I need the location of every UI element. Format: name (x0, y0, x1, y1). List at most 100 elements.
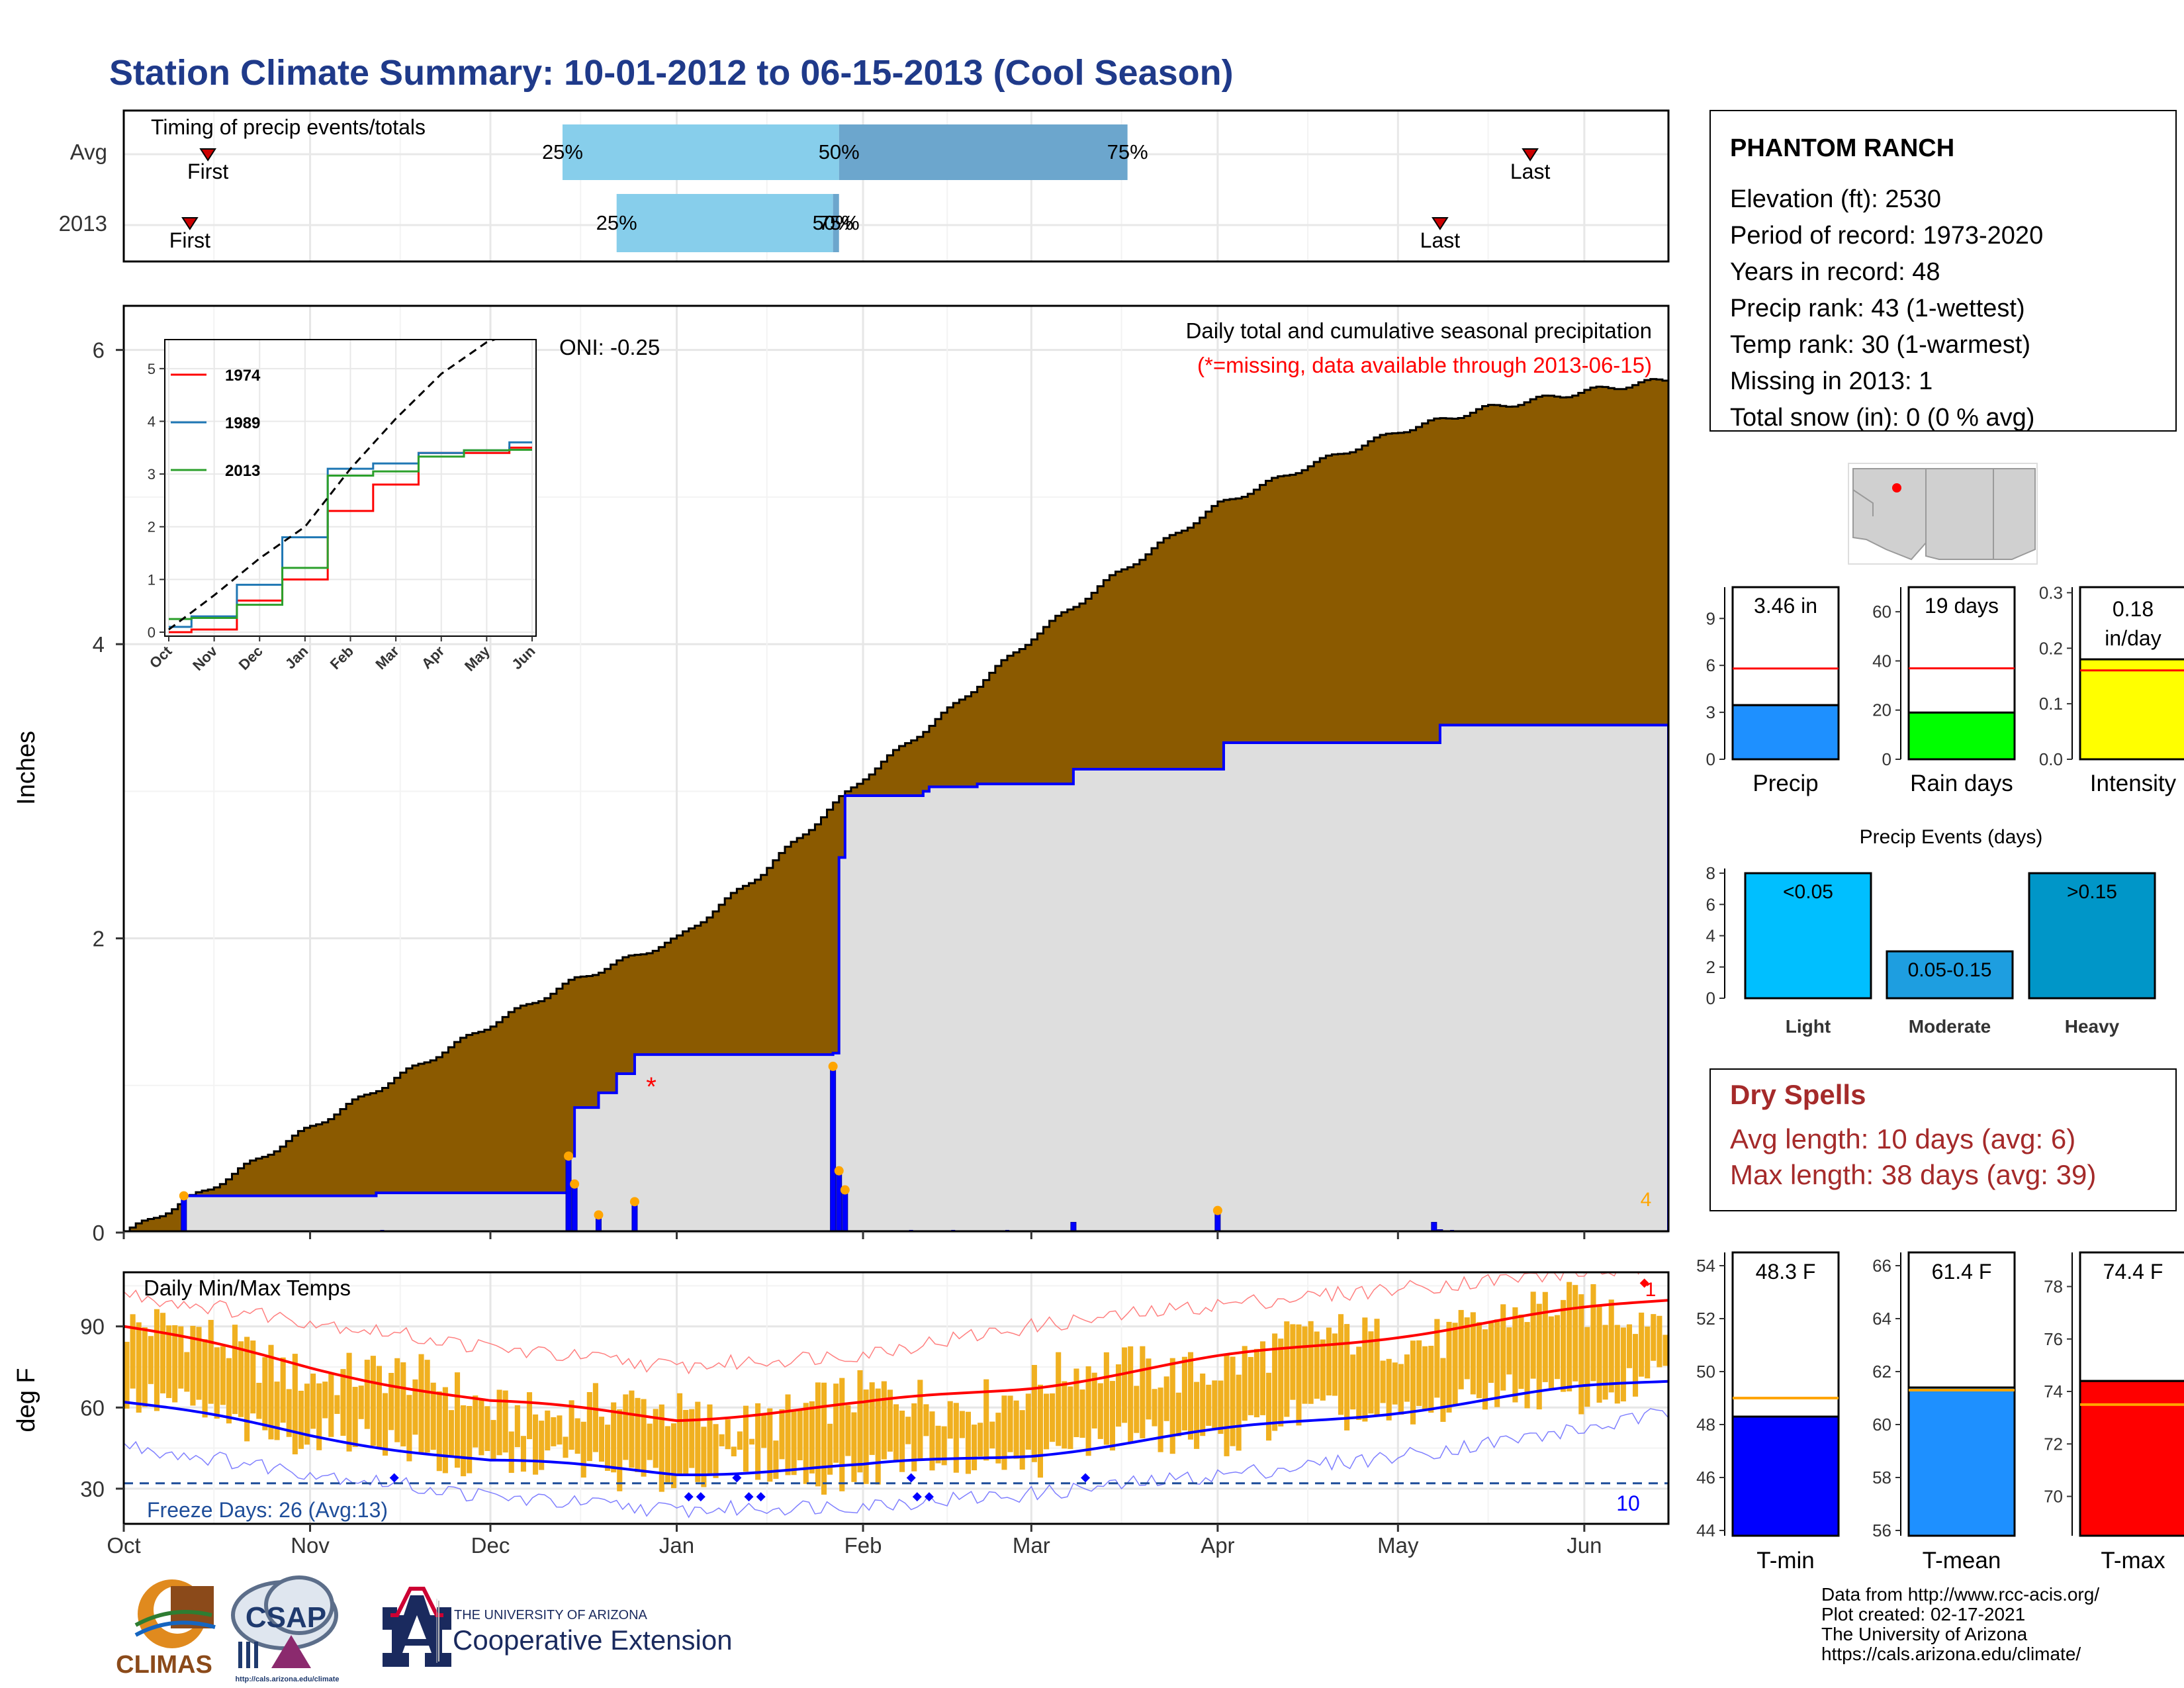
temp-bar-category-label: T-mean (1923, 1548, 2001, 1573)
inset-y-tick-label-5: 5 (148, 361, 156, 377)
daily-temp-bar (496, 1389, 502, 1456)
station-location-dot (1892, 483, 1901, 492)
timing-label-50-1: 50% (813, 211, 854, 234)
daily-temp-bar (978, 1423, 983, 1457)
daily-temp-bar (526, 1392, 533, 1440)
daily-temp-bar (683, 1409, 689, 1476)
temp-bar-value-label: 61.4 F (1932, 1260, 1992, 1284)
daily-temp-bar (653, 1409, 659, 1468)
daily-temp-bar (1380, 1360, 1386, 1403)
daily-temp-bar (448, 1410, 454, 1457)
daily-temp-bar (1392, 1362, 1398, 1405)
timing-bar-25-50-0 (562, 124, 839, 180)
daily-precip-marker (840, 1185, 850, 1195)
record-max-line (124, 1272, 1640, 1375)
precip-main-panel: 0 2 4 6 Inches Daily total and cumulative s… (13, 305, 1670, 1245)
daily-temp-bar (1374, 1319, 1380, 1415)
daily-precip-bar (842, 1190, 848, 1231)
daily-temp-bar (586, 1391, 592, 1462)
daily-temp-bar (923, 1404, 929, 1436)
temp-bar-category-label: T-min (1756, 1548, 1815, 1573)
footer-line-4: https://cals.arizona.edu/climate/ (1821, 1644, 2081, 1664)
events-category-light: Light (1786, 1016, 1831, 1037)
daily-temp-bar (1001, 1395, 1007, 1470)
daily-temp-bar (376, 1366, 383, 1448)
mini-tick-label: 9 (1706, 608, 1715, 628)
daily-temp-bar (142, 1327, 148, 1407)
freeze-marker-8 (924, 1492, 934, 1502)
daily-temp-bar (1206, 1384, 1212, 1426)
daily-temp-bar (1248, 1356, 1253, 1415)
daily-temp-bar (869, 1382, 875, 1455)
daily-temp-bar (244, 1336, 250, 1442)
temp-bar-tick-label: 52 (1696, 1309, 1715, 1329)
daily-precip-bar (1070, 1221, 1077, 1231)
daily-temp-bar (881, 1381, 887, 1460)
daily-temp-bar (1645, 1326, 1651, 1379)
daily-temp-bar (1073, 1368, 1079, 1438)
mini-bar-rain-days: 0 20 40 60 19 days Rain days (1872, 586, 2016, 796)
temp-bar-tick-label: 76 (2044, 1329, 2063, 1349)
daily-temp-bar (1314, 1331, 1320, 1399)
temp-bar-fill (1731, 1415, 1840, 1537)
month-label-apr: Apr (1201, 1533, 1234, 1558)
mini-bar-fill (1907, 711, 2016, 761)
daily-temp-bar (316, 1383, 322, 1450)
freeze-count: 10 (1616, 1491, 1640, 1515)
daily-temp-bar (364, 1360, 370, 1429)
daily-temp-bar (887, 1389, 893, 1452)
precip-events-chart: Precip Events (days) 0 2 4 6 8 <0.05 Light 0.05… (1706, 826, 2156, 1037)
daily-temp-bar (1175, 1392, 1181, 1436)
daily-temp-bar (611, 1402, 617, 1473)
daily-temp-bar (689, 1409, 695, 1468)
daily-temp-bar (1482, 1329, 1488, 1410)
events-bar-light (1744, 872, 1872, 1000)
daily-temp-bar (941, 1426, 947, 1466)
daily-temp-bar (226, 1358, 232, 1424)
daily-temp-bar (1356, 1346, 1362, 1420)
daily-precip-bar (181, 1195, 187, 1231)
daily-temp-bar (214, 1347, 220, 1419)
daily-temp-bar (136, 1322, 142, 1413)
timing-bar-25-50-1 (616, 194, 833, 252)
mini-value-label: 0.18 (2113, 597, 2154, 621)
daily-temp-bar (785, 1394, 791, 1476)
ua-logo-big: Cooperative Extension (453, 1624, 733, 1656)
daily-temp-bar (178, 1326, 184, 1389)
mini-tick-label: 3 (1706, 702, 1715, 722)
daily-temp-bar (454, 1372, 461, 1468)
daily-temp-bar (761, 1415, 767, 1448)
daily-temp-bar (1284, 1321, 1290, 1417)
daily-temp-bar (647, 1423, 653, 1460)
daily-temp-bar (1657, 1315, 1662, 1368)
inset-y-tick-label-2: 2 (148, 519, 156, 536)
daily-temp-bar (545, 1410, 551, 1451)
daily-temp-bar (292, 1354, 298, 1455)
daily-temp-bar (406, 1395, 412, 1462)
daily-temp-bar (202, 1339, 208, 1418)
timing-label-25-1: 25% (596, 211, 637, 234)
daily-temp-bar (184, 1352, 190, 1392)
daily-temp-bar (520, 1436, 526, 1472)
daily-temp-bar (1404, 1354, 1410, 1402)
events-tick-label-1: 2 (1706, 957, 1715, 977)
events-bar-label-0: <0.05 (1783, 881, 1833, 903)
daily-temp-bar (701, 1427, 707, 1487)
mini-tick-label: 40 (1872, 651, 1891, 671)
footer: Data from http://www.rcc-acis.org/ Plot … (116, 1575, 2099, 1683)
mini-bar-fill (1731, 704, 1840, 761)
daily-temp-bar (1097, 1383, 1103, 1439)
dry-spells-title: Dry Spells (1730, 1079, 1866, 1110)
daily-temp-bar (1037, 1384, 1044, 1478)
daily-temp-bar (551, 1417, 557, 1446)
inset-y-tick-label-0: 0 (148, 624, 156, 641)
daily-temp-bar (1542, 1291, 1548, 1382)
daily-temp-bar (196, 1327, 202, 1400)
temp-bar-tick-label: 72 (2044, 1434, 2063, 1454)
timing-label-75-0: 75% (1107, 140, 1148, 164)
daily-temp-bar (563, 1436, 569, 1458)
timing-first-label-1: First (169, 228, 210, 252)
daily-temp-bar (1140, 1346, 1146, 1438)
temp-bar-tick-label: 64 (1872, 1309, 1891, 1329)
seasonal-temp-bars: 44 46 48 50 52 54 48.3 F T-min 56 58 60 62 64 66 61.4 … (1696, 1251, 2184, 1573)
